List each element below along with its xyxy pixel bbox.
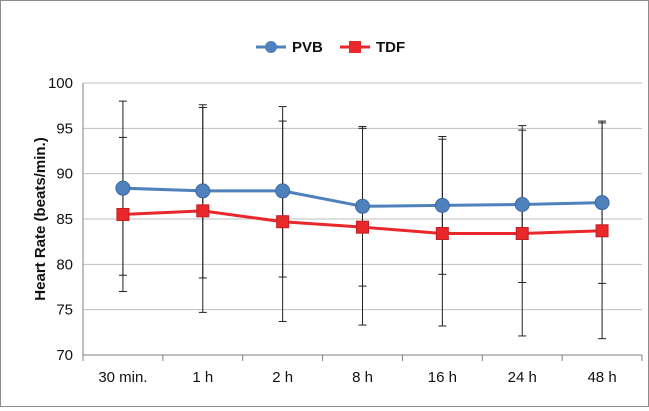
x-tick-label: 24 h — [508, 369, 537, 386]
data-point-pvb — [514, 196, 530, 212]
data-point-tdf — [276, 215, 290, 229]
y-axis-label: Heart Rate (beats/min.) — [32, 137, 49, 300]
data-point-pvb — [434, 197, 450, 213]
x-tick-label: 48 h — [587, 369, 616, 386]
data-point-tdf — [515, 227, 529, 241]
x-tick-label: 30 min. — [98, 369, 147, 386]
y-tick-label: 85 — [56, 211, 73, 228]
y-tick-label: 100 — [48, 75, 73, 92]
y-tick-labels: 70 75 80 85 90 95 100 — [48, 75, 73, 364]
data-point-tdf — [356, 220, 369, 234]
legend-tdf-label: TDF — [376, 39, 405, 56]
x-tick-label: 1 h — [192, 369, 213, 386]
x-tick-label: 16 h — [428, 369, 457, 386]
data-point-pvb — [355, 198, 370, 214]
data-point-tdf — [196, 204, 210, 218]
x-tick-labels: 30 min. 1 h 2 h 8 h 16 h 24 h 48 h — [98, 369, 616, 386]
x-tick-label: 8 h — [352, 369, 373, 386]
series-markers — [115, 180, 610, 241]
y-tick-label: 80 — [56, 256, 73, 273]
data-point-pvb — [115, 180, 131, 196]
y-tick-label: 75 — [56, 302, 73, 319]
y-tick-label: 70 — [56, 347, 73, 364]
y-tick-label: 95 — [56, 120, 73, 137]
legend-pvb-label: PVB — [292, 39, 323, 56]
error-bars — [118, 100, 607, 340]
y-tick-label: 90 — [56, 166, 73, 183]
data-point-tdf — [116, 207, 130, 221]
data-point-pvb — [195, 183, 211, 199]
data-point-pvb — [594, 195, 610, 211]
axes — [82, 83, 643, 361]
data-point-pvb — [275, 183, 291, 199]
x-tick-label: 2 h — [272, 369, 293, 386]
legend-tdf-marker — [349, 41, 361, 53]
legend: PVB TDF — [256, 39, 405, 56]
legend-pvb-marker — [265, 41, 277, 53]
data-point-tdf — [435, 227, 449, 241]
data-point-tdf — [595, 224, 609, 238]
